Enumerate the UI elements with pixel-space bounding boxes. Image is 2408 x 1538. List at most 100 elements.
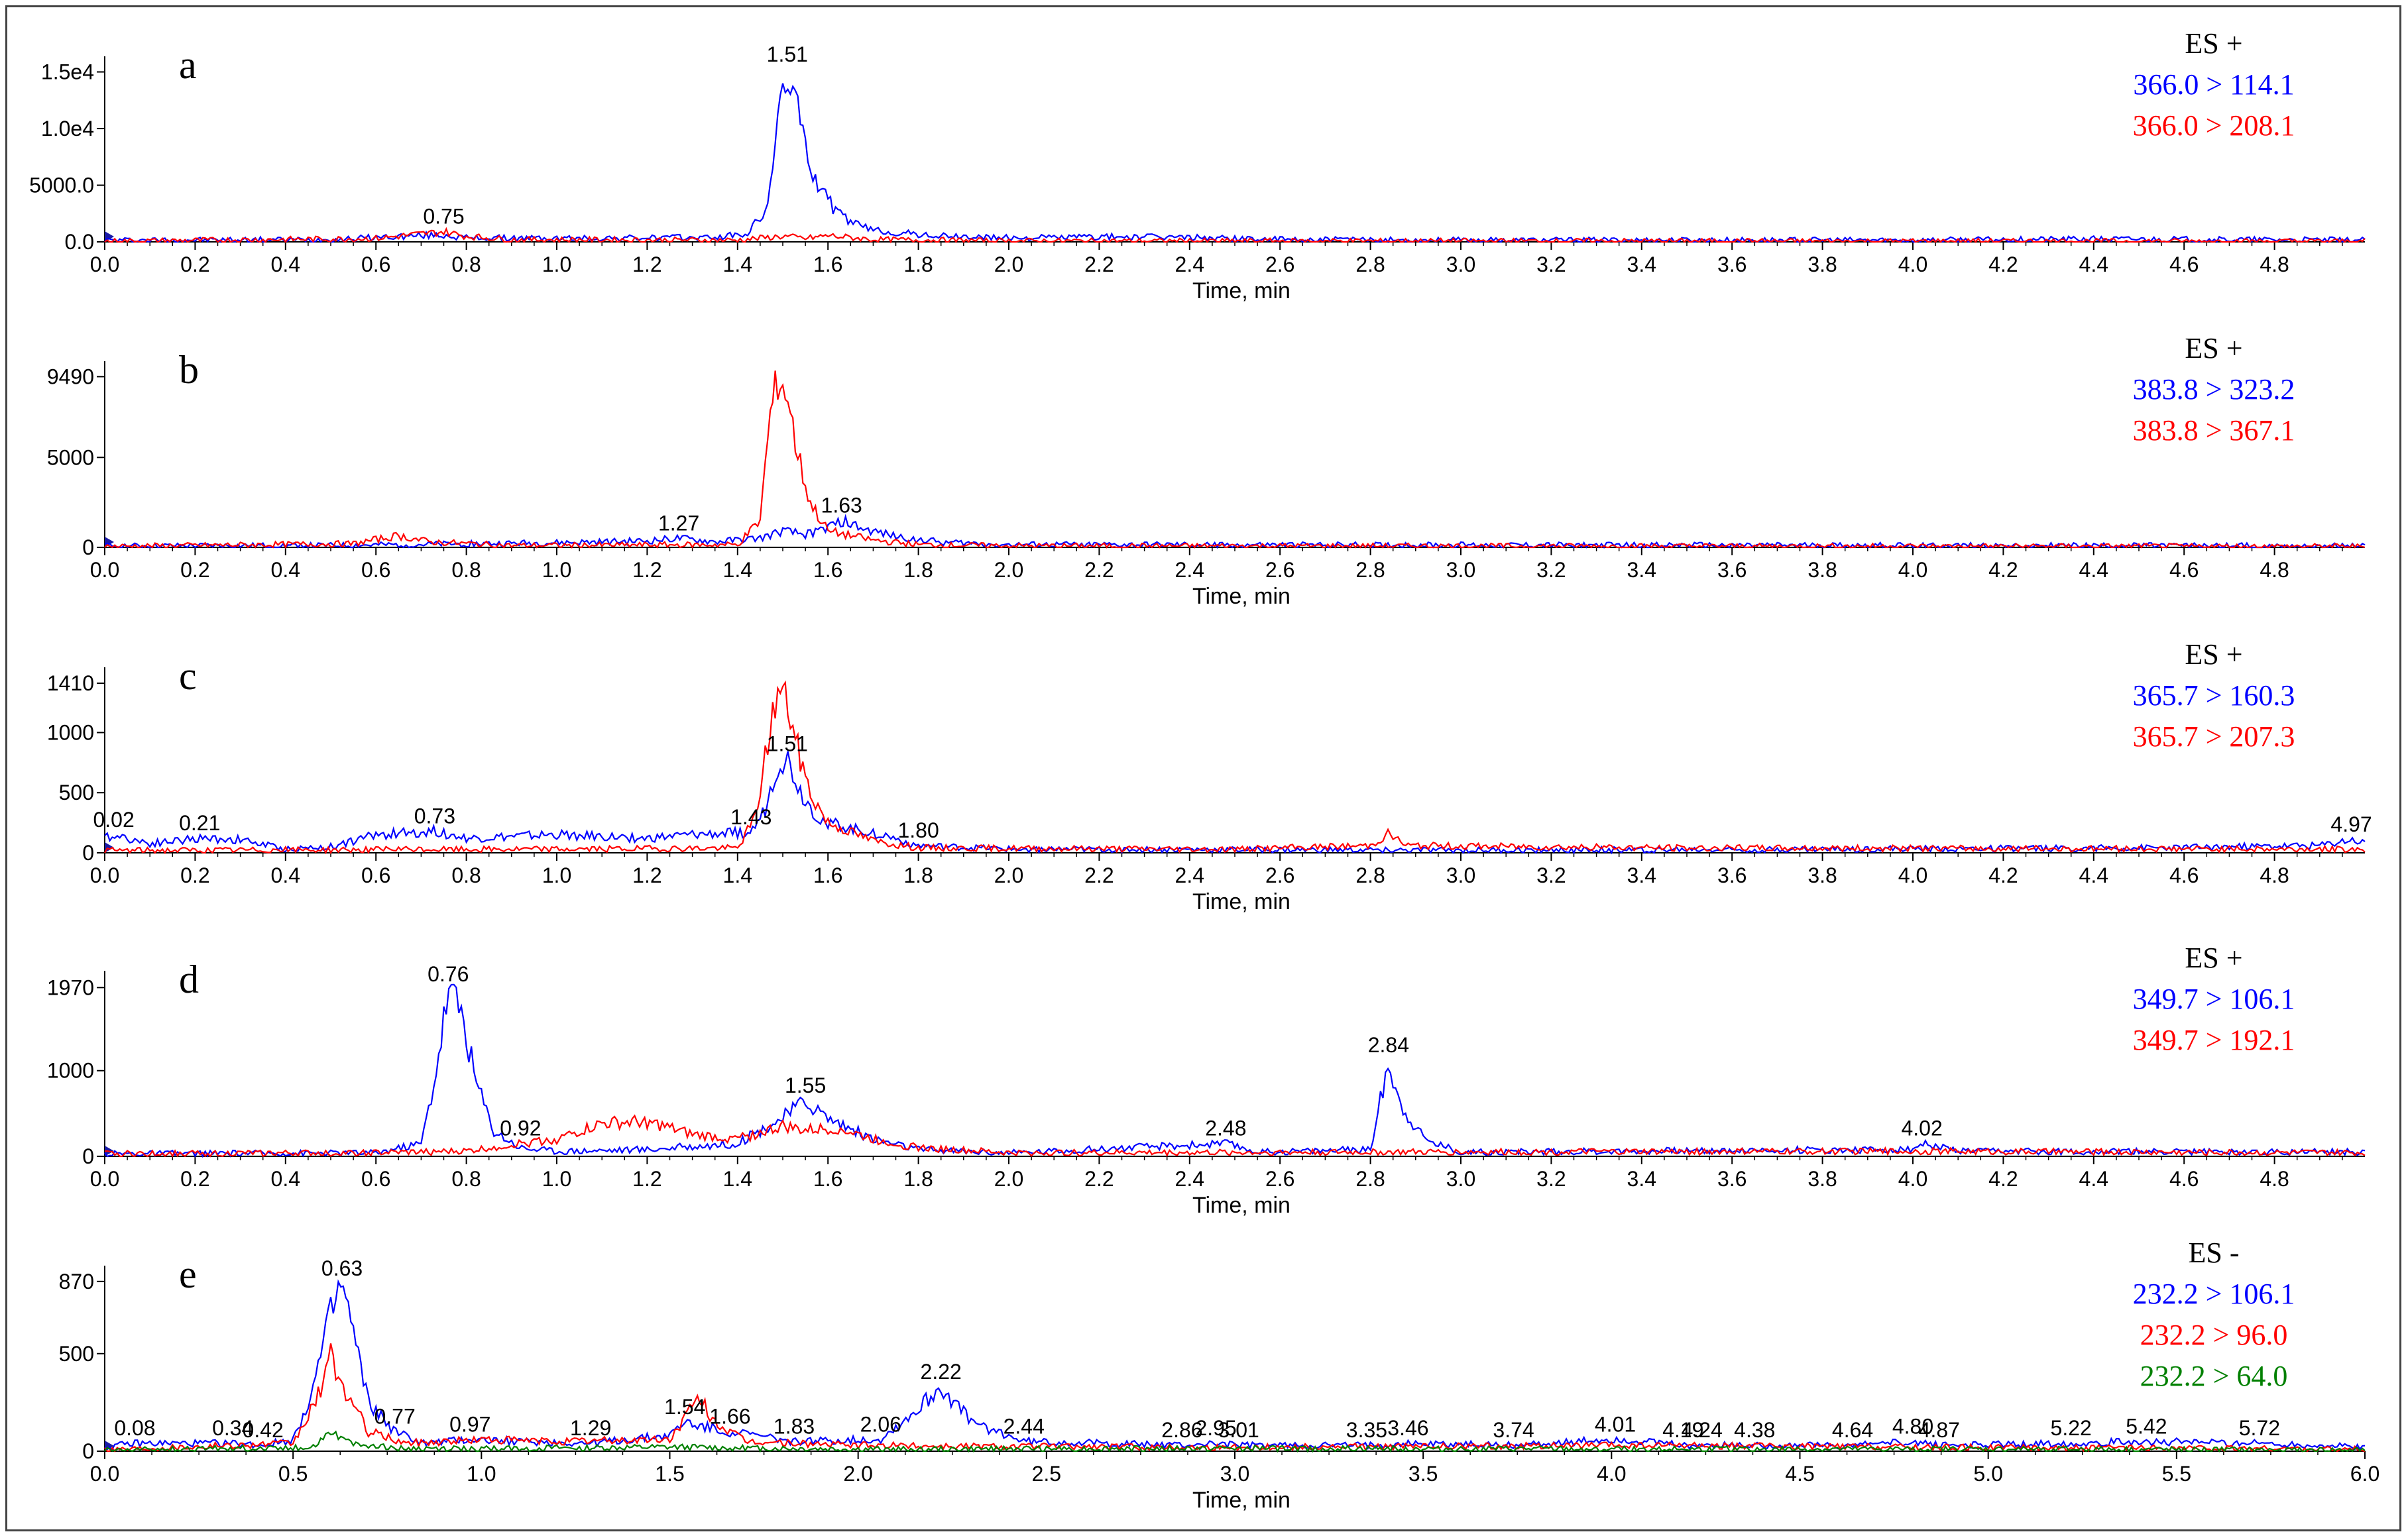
x-tick-label: 4.6 [2169,1167,2199,1191]
x-tick-label: 4.2 [1988,863,2018,887]
x-tick-label: 2.4 [1175,252,1204,276]
x-tick-label: 4.0 [1898,252,1927,276]
x-tick-label: 2.0 [994,252,1023,276]
y-tick-label: 1000 [47,720,94,744]
panel-letter: b [179,348,199,392]
x-tick-label: 4.8 [2260,252,2289,276]
x-tick-label: 0.2 [180,252,209,276]
x-tick-label: 3.4 [1627,1167,1656,1191]
x-tick-label: 4.0 [1898,558,1927,582]
x-tick-label: 2.4 [1175,863,1204,887]
x-tick-label: 1.2 [632,863,661,887]
x-tick-label: 3.6 [1717,1167,1747,1191]
y-tick-label: 5000 [47,445,94,469]
y-tick-label: 1.0e4 [41,117,94,140]
legend-entry: 366.0 > 114.1 [2133,68,2294,101]
peak-label: 0.73 [414,804,455,828]
x-tick-label: 3.0 [1446,863,1475,887]
peak-label: 2.22 [921,1360,962,1384]
x-tick-label: 4.4 [2079,252,2108,276]
x-tick-label: 3.0 [1446,1167,1475,1191]
y-tick-label: 1.5e4 [41,60,94,84]
y-tick-label: 1970 [47,975,94,999]
x-tick-label: 1.0 [542,558,571,582]
x-tick-label: 4.4 [2079,863,2108,887]
x-tick-label: 2.6 [1265,1167,1294,1191]
x-tick-label: 2.6 [1265,863,1294,887]
x-tick-label: 3.0 [1446,558,1475,582]
peak-label: 3.46 [1387,1416,1428,1440]
x-tick-label: 0.0 [90,1167,119,1191]
peak-label: 4.38 [1734,1418,1775,1442]
peak-label: 0.63 [321,1256,363,1280]
peak-label: 1.80 [897,818,939,842]
x-tick-label: 1.4 [723,863,752,887]
y-tick-label: 1410 [47,671,94,695]
x-tick-label: 3.8 [1807,1167,1837,1191]
legend-title: ES - [2189,1236,2240,1269]
x-tick-label: 0.2 [180,558,209,582]
x-tick-label: 2.2 [1084,252,1114,276]
x-tick-label: 2.0 [994,558,1023,582]
peak-label: 5.42 [2126,1414,2167,1438]
peak-label: 5.22 [2051,1416,2092,1440]
peak-label: 0.92 [500,1117,541,1140]
legend-entry: 365.7 > 160.3 [2133,679,2295,712]
legend-entry: 366.0 > 208.1 [2133,109,2295,142]
peak-label: 1.83 [774,1414,815,1438]
legend-entry: 349.7 > 106.1 [2133,983,2295,1015]
x-tick-label: 2.2 [1084,863,1114,887]
x-tick-label: 2.0 [994,1167,1023,1191]
x-tick-label: 0.4 [271,863,300,887]
x-tick-label: 1.0 [467,1462,496,1486]
peak-label: 4.19 [1662,1418,1703,1442]
x-tick-label: 0.4 [271,1167,300,1191]
x-tick-label: 1.5 [655,1462,684,1486]
peak-label: 0.75 [423,205,464,229]
x-tick-label: 4.8 [2260,863,2289,887]
x-tick-label: 1.8 [903,558,933,582]
peak-label: 4.01 [1595,1412,1636,1436]
series-line-3 [104,1430,2366,1453]
y-tick-label: 9490 [47,364,94,388]
y-tick-label: 1000 [47,1059,94,1083]
peak-label: 1.43 [730,805,772,829]
x-tick-label: 0.8 [451,558,481,582]
panel-b: 0.0 0.2 0.4 0.6 0.8 1.0 1.2 1.4 1.6 1.8 2.0 2.2 2.4 2… [47,332,2366,609]
x-tick-label: 3.2 [1536,1167,1566,1191]
x-tick-label: 1.6 [813,558,842,582]
x-tick-label: 1.0 [542,863,571,887]
x-tick-label: 1.8 [903,1167,933,1191]
x-tick-label: 2.2 [1084,1167,1114,1191]
x-tick-label: 2.0 [843,1462,872,1486]
x-tick-label: 4.8 [2260,1167,2289,1191]
panel-d: 0.0 0.2 0.4 0.6 0.8 1.0 1.2 1.4 1.6 1.8 2.0 2.2 2.4 2… [47,942,2366,1218]
x-axis-label: Time, min [1192,278,1290,303]
x-tick-label: 3.4 [1627,863,1656,887]
peak-label: 0.02 [93,808,134,832]
x-tick-label: 4.6 [2169,558,2199,582]
peak-label: 1.54 [664,1395,705,1419]
figure-frame [5,5,2401,1531]
x-tick-label: 0.5 [278,1462,308,1486]
panel-c: 0.0 0.2 0.4 0.6 0.8 1.0 1.2 1.4 1.6 1.8 2.0 2.2 2.4 2… [47,638,2372,914]
x-tick-label: 1.8 [903,863,933,887]
x-tick-label: 2.6 [1265,558,1294,582]
x-tick-label: 1.2 [632,1167,661,1191]
panel-letter: c [179,654,197,698]
peak-label: 0.76 [428,962,469,986]
x-tick-label: 3.6 [1717,252,1747,276]
x-tick-label: 0.2 [180,863,209,887]
x-tick-label: 1.0 [542,1167,571,1191]
x-tick-label: 4.2 [1988,252,2018,276]
x-tick-label: 4.0 [1597,1462,1626,1486]
x-tick-label: 4.2 [1988,558,2018,582]
x-tick-label: 2.6 [1265,252,1294,276]
peak-label: 2.86 [1161,1418,1202,1442]
x-tick-label: 1.4 [723,252,752,276]
x-tick-label: 4.0 [1898,863,1927,887]
legend-title: ES + [2185,942,2242,974]
series-line-2 [104,227,2366,244]
peak-label: 4.97 [2330,812,2372,836]
x-tick-label: 4.6 [2169,252,2199,276]
